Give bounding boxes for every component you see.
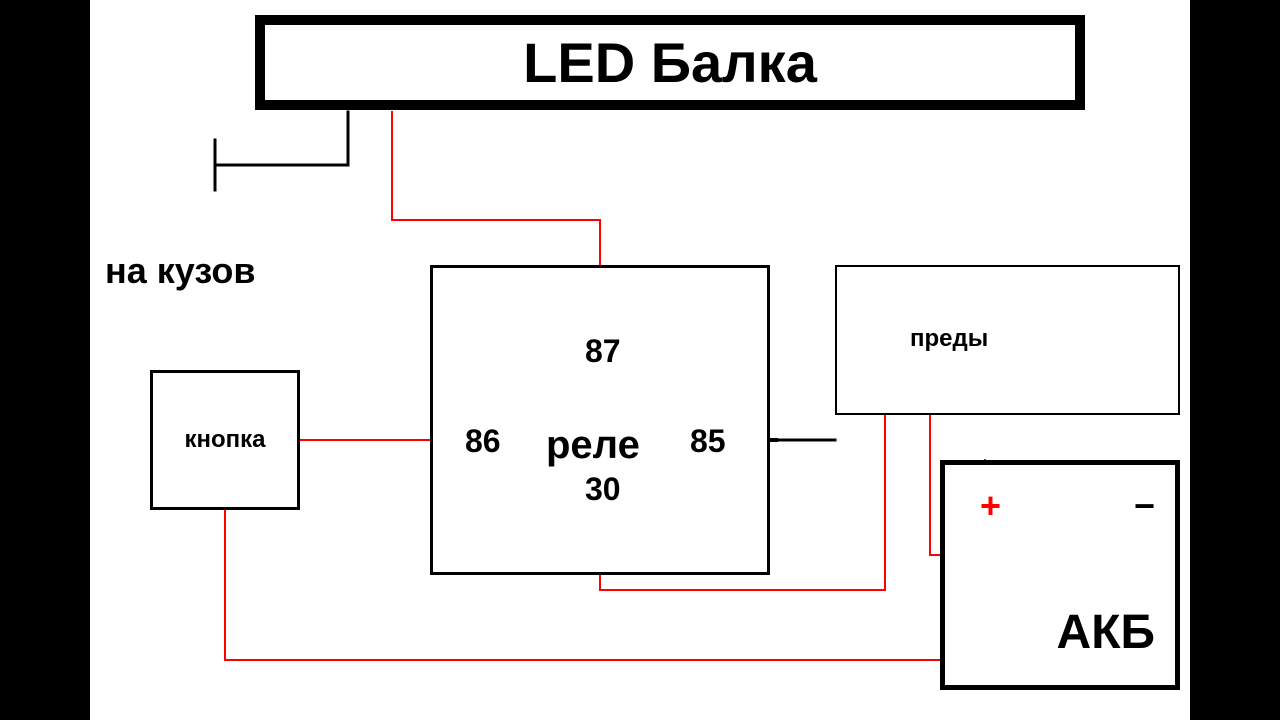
chassis-ground-label: на кузов	[105, 250, 255, 292]
led-bar-label: LED Балка	[523, 30, 817, 95]
pin-87-label: 87	[585, 333, 621, 370]
relay-label: реле	[546, 423, 640, 468]
pin-30-label: 30	[585, 471, 621, 508]
battery-plus: +	[980, 485, 1001, 527]
relay-box: реле 87 86 85 30	[430, 265, 770, 575]
battery-label: АКБ	[1057, 605, 1155, 660]
led-bar-box: LED Балка	[255, 15, 1085, 110]
pin-85-label: 85	[690, 423, 726, 460]
button-label: кнопка	[184, 426, 265, 454]
fuses-label: преды	[910, 325, 988, 353]
battery-minus: −	[1134, 485, 1155, 527]
battery-box: + − АКБ	[940, 460, 1180, 690]
wiring-diagram: LED Балка реле 87 86 85 30 кнопка + − АК…	[90, 0, 1190, 720]
pin-86-label: 86	[465, 423, 501, 460]
button-box: кнопка	[150, 370, 300, 510]
fuse-panel-box	[835, 265, 1180, 415]
